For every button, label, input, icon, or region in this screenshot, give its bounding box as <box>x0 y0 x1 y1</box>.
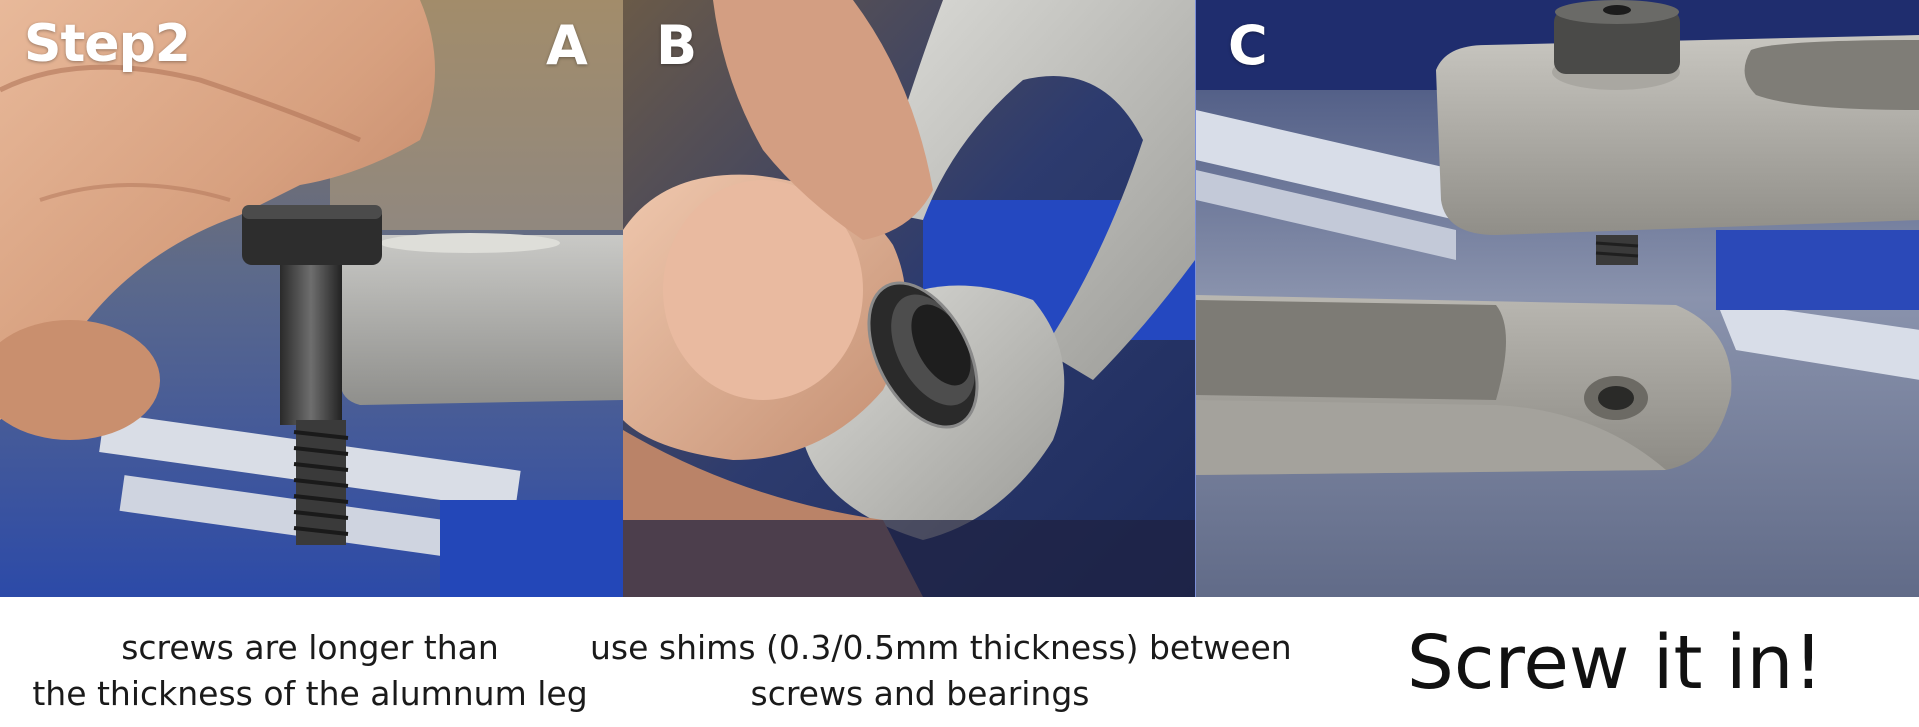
photo-screw-beside-leg <box>0 0 623 597</box>
caption-a-line-2: the thickness of the alumnum leg <box>32 674 588 713</box>
caption-a-line-1: screws are longer than <box>121 628 499 667</box>
caption-b-line-2: screws and bearings <box>750 674 1090 713</box>
panel-letter-c: C <box>1228 14 1268 77</box>
photo-screw-into-leg <box>1196 0 1919 597</box>
panel-letter-a: A <box>546 14 588 77</box>
caption-c: Screw it in! <box>1406 620 1824 706</box>
panel-letter-b: B <box>656 14 698 77</box>
caption-a: screws are longer than the thickness of … <box>20 625 600 717</box>
step-title: Step2 <box>24 14 191 74</box>
photo-panel-c: C <box>1195 0 1919 597</box>
photo-panel-b: B <box>623 0 1195 597</box>
caption-b: use shims (0.3/0.5mm thickness) between … <box>590 625 1292 717</box>
photo-panel-a: Step2 A <box>0 0 623 597</box>
photo-shims-on-screw <box>623 0 1195 597</box>
caption-b-line-1: use shims (0.3/0.5mm thickness) between <box>590 628 1292 667</box>
